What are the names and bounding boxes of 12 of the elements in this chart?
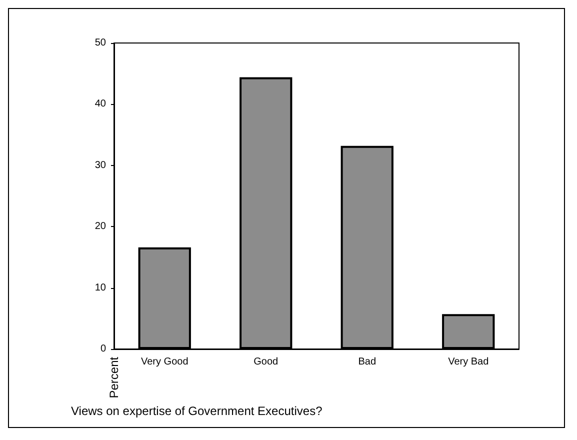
y-axis-title: Percent: [107, 356, 121, 398]
y-tick-label: 0: [100, 344, 106, 354]
x-tick-label: Good: [254, 356, 278, 368]
x-tick-label: Very Bad: [448, 356, 489, 368]
x-axis-title: Views on expertise of Government Executives?: [71, 404, 323, 418]
y-tick-label: 20: [94, 221, 106, 232]
y-tick-label: 40: [94, 98, 106, 110]
y-tick-label: 50: [94, 38, 106, 48]
y-tick-label: 10: [94, 282, 106, 294]
x-tick-label: Bad: [358, 356, 376, 368]
x-tick-label: Very Good: [140, 356, 188, 368]
y-tick-label: 30: [94, 160, 106, 171]
